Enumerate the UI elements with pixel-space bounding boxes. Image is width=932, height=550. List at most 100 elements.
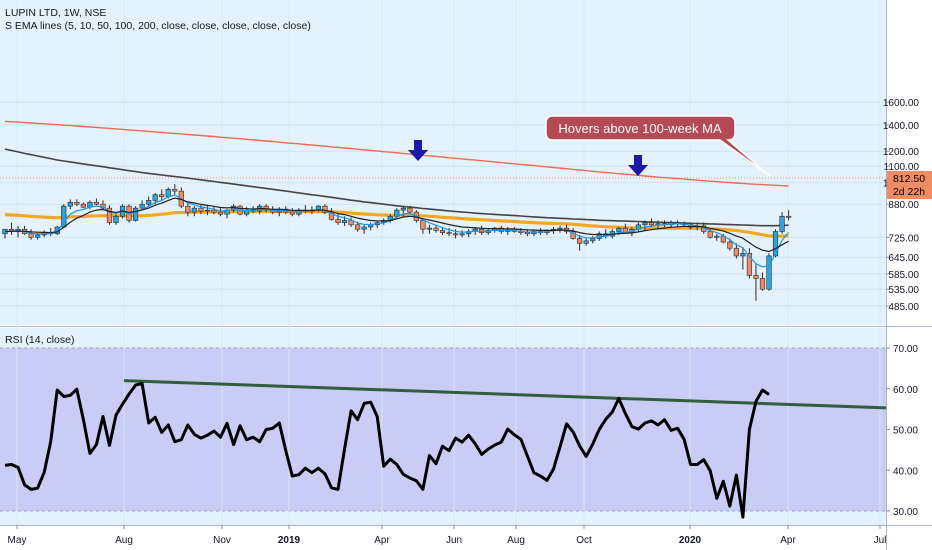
countdown-label: 2d 22h: [893, 186, 925, 198]
candle: [172, 184, 178, 195]
candle-body: [426, 227, 433, 230]
candle-body: [753, 275, 759, 279]
candle-body: [74, 201, 80, 205]
rsi-tick-label: 40.00: [893, 466, 918, 477]
candle: [139, 200, 145, 211]
candle-body: [452, 233, 459, 236]
candle-body: [159, 194, 165, 197]
candle-body: [590, 238, 596, 242]
candle: [133, 206, 139, 222]
candle: [159, 189, 165, 201]
price-tick-label: 1100.00: [884, 162, 920, 173]
candle-body: [172, 189, 178, 192]
candle-body: [335, 219, 341, 223]
candle-body: [733, 247, 739, 257]
price-tick-label: 535.00: [888, 285, 919, 296]
candle-body: [779, 215, 785, 232]
candle: [433, 224, 439, 233]
candle: [583, 238, 589, 246]
candle-body: [133, 207, 139, 221]
candle-body: [394, 209, 400, 217]
candle: [753, 263, 759, 301]
rsi-trendline[interactable]: [123, 379, 886, 410]
rsi-tick-label: 50.00: [893, 426, 918, 437]
time-tick-label: Jul: [874, 535, 887, 546]
candle-body: [204, 209, 211, 212]
candle-body: [524, 232, 530, 235]
candle-body: [727, 241, 733, 249]
candle: [106, 205, 113, 225]
candle-body: [433, 227, 439, 231]
candle: [766, 253, 772, 291]
time-axis[interactable]: May Aug Nov 2019 Apr Jun Aug Oct 2020 Apr Jul: [8, 525, 887, 546]
arrow-icon[interactable]: [628, 155, 648, 176]
candle-body: [407, 207, 413, 213]
time-tick-label: 2019: [278, 535, 301, 546]
candle-body: [185, 205, 191, 213]
candle: [80, 202, 86, 209]
candle: [459, 230, 465, 238]
candle-body: [113, 215, 119, 223]
time-tick-label: Apr: [780, 535, 796, 546]
rsi-axis[interactable]: 70.00 60.00 50.00 40.00 30.00: [886, 344, 918, 518]
candle-body: [106, 207, 113, 223]
candle-body: [714, 235, 720, 238]
candle: [727, 238, 733, 251]
candle: [74, 199, 80, 207]
rsi-tick-label: 70.00: [893, 344, 918, 355]
candle-body: [746, 253, 753, 276]
candle: [426, 224, 433, 234]
candle: [740, 248, 746, 270]
candle: [714, 233, 720, 241]
candle-body: [439, 230, 446, 233]
time-tick-label: Jun: [446, 535, 462, 546]
candle-body: [785, 215, 792, 218]
candle-body: [211, 209, 217, 213]
candle-body: [577, 238, 583, 244]
candle-body: [28, 233, 34, 238]
indicator-title[interactable]: S EMA lines (5, 10, 50, 100, 200, close,…: [5, 20, 311, 32]
rsi-tick-label: 30.00: [893, 507, 918, 518]
time-tick-label: Apr: [374, 535, 390, 546]
candle-body: [139, 203, 145, 209]
candle: [452, 229, 459, 239]
time-tick-label: Aug: [115, 535, 133, 546]
rsi-line: [4, 382, 770, 519]
candle-body: [361, 226, 367, 230]
arrow-icon[interactable]: [408, 140, 428, 161]
price-tick-label: 880.00: [888, 200, 919, 211]
last-price-label: 812.50: [893, 173, 925, 185]
candle-body: [707, 231, 713, 238]
candle-body: [766, 255, 772, 290]
candle: [733, 243, 739, 259]
candle-body: [341, 220, 348, 223]
price-tick-label: 645.00: [888, 253, 919, 264]
price-tick-label: 485.00: [888, 302, 919, 313]
candle-body: [67, 201, 73, 207]
candle-body: [772, 231, 779, 257]
candle-body: [35, 234, 41, 238]
candle: [498, 225, 504, 234]
symbol-title[interactable]: LUPIN LTD, 1W, NSE: [5, 7, 106, 19]
candle-body: [420, 220, 426, 230]
candle: [407, 206, 413, 214]
candle: [198, 204, 204, 215]
candle-body: [355, 224, 361, 230]
candle-body: [616, 227, 622, 232]
rsi-title[interactable]: RSI (14, close): [5, 334, 74, 346]
main-pane-background: [0, 0, 886, 325]
price-tick-label: 725.00: [888, 233, 919, 244]
candle-body: [191, 207, 197, 213]
price-tick-label: 1400.00: [883, 121, 920, 132]
candle-body: [322, 205, 328, 213]
annotation-callout[interactable]: Hovers above 100-week MA: [545, 115, 771, 177]
candle: [759, 272, 766, 291]
candle: [217, 208, 224, 217]
candle-body: [759, 278, 766, 290]
candle-body: [198, 207, 204, 212]
rsi-tick-label: 60.00: [893, 385, 918, 396]
candle-body: [93, 201, 100, 205]
time-tick-label: Oct: [576, 535, 592, 546]
price-axis[interactable]: 1600.001400.001200.001100.001000.00880.0…: [883, 98, 920, 313]
